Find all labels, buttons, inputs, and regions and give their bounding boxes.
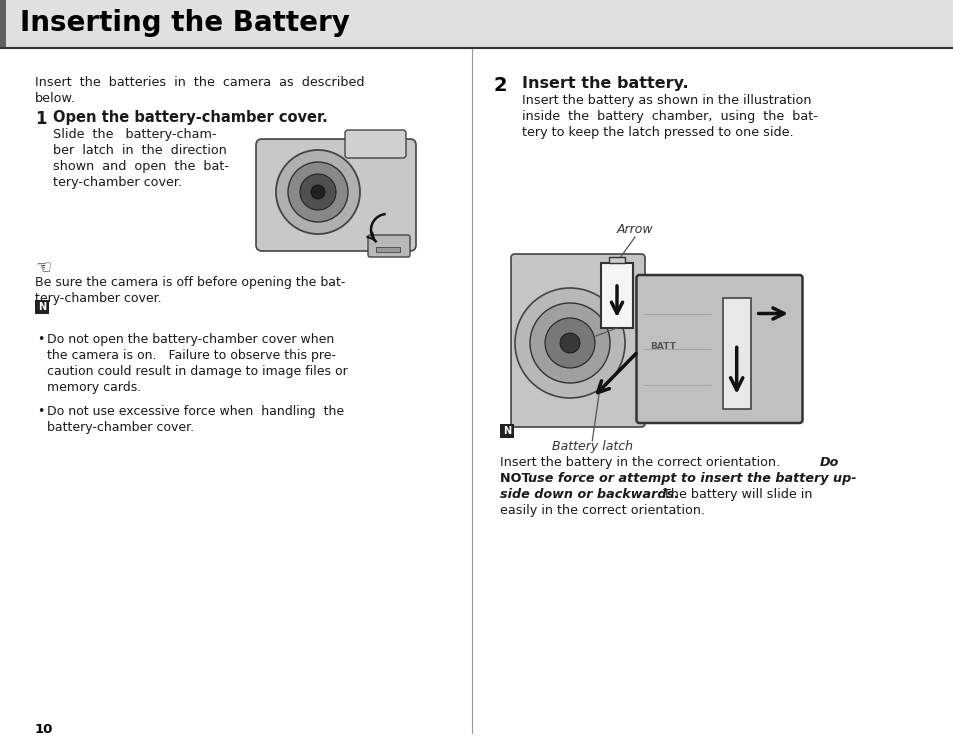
Text: BATT: BATT xyxy=(650,342,676,351)
Bar xyxy=(600,263,633,328)
Text: Do not use excessive force when  handling  the: Do not use excessive force when handling… xyxy=(47,405,344,418)
Text: ber  latch  in  the  direction: ber latch in the direction xyxy=(53,144,227,157)
Bar xyxy=(0,0,953,48)
Circle shape xyxy=(288,162,348,222)
Text: Insert  the  batteries  in  the  camera  as  described: Insert the batteries in the camera as de… xyxy=(35,76,364,89)
Text: tery to keep the latch pressed to one side.: tery to keep the latch pressed to one si… xyxy=(521,126,793,139)
Text: below.: below. xyxy=(35,92,76,105)
Text: tery-chamber cover.: tery-chamber cover. xyxy=(35,292,161,305)
Circle shape xyxy=(311,185,325,199)
FancyBboxPatch shape xyxy=(511,254,644,427)
Text: Be sure the camera is off before opening the bat-: Be sure the camera is off before opening… xyxy=(35,276,345,289)
Bar xyxy=(722,298,750,408)
Text: the camera is on.   Failure to observe this pre-: the camera is on. Failure to observe thi… xyxy=(47,349,335,362)
Text: inside  the  battery  chamber,  using  the  bat-: inside the battery chamber, using the ba… xyxy=(521,110,817,123)
Text: 2: 2 xyxy=(494,76,507,95)
Bar xyxy=(0,0,6,48)
Text: •: • xyxy=(37,333,45,346)
Text: The battery will slide in: The battery will slide in xyxy=(655,488,812,501)
Text: easily in the correct orientation.: easily in the correct orientation. xyxy=(499,504,704,517)
FancyBboxPatch shape xyxy=(368,235,410,257)
Text: tery-chamber cover.: tery-chamber cover. xyxy=(53,176,182,189)
Text: Do: Do xyxy=(820,456,839,469)
Circle shape xyxy=(275,150,359,234)
Circle shape xyxy=(515,288,624,398)
Text: use force or attempt to insert the battery up-: use force or attempt to insert the batte… xyxy=(527,472,856,485)
Circle shape xyxy=(544,318,595,368)
Text: •: • xyxy=(37,405,45,418)
Bar xyxy=(499,424,514,438)
Text: 10: 10 xyxy=(35,723,53,736)
Bar xyxy=(608,257,624,263)
Text: Inserting the Battery: Inserting the Battery xyxy=(20,9,350,37)
Text: caution could result in damage to image files or: caution could result in damage to image … xyxy=(47,365,348,378)
Text: Insert the battery in the correct orientation.: Insert the battery in the correct orient… xyxy=(499,456,787,469)
FancyBboxPatch shape xyxy=(636,275,801,423)
Text: N: N xyxy=(502,426,511,436)
Text: Insert the battery as shown in the illustration: Insert the battery as shown in the illus… xyxy=(521,94,811,107)
FancyBboxPatch shape xyxy=(255,139,416,251)
Text: Arrow: Arrow xyxy=(616,223,653,236)
Circle shape xyxy=(299,174,335,210)
Circle shape xyxy=(530,303,609,383)
Text: side down or backwards.: side down or backwards. xyxy=(499,488,679,501)
Text: N: N xyxy=(38,302,46,312)
Text: ☜: ☜ xyxy=(35,258,51,276)
Text: shown  and  open  the  bat-: shown and open the bat- xyxy=(53,160,229,173)
Text: Do not open the battery-chamber cover when: Do not open the battery-chamber cover wh… xyxy=(47,333,334,346)
Text: Open the battery-chamber cover.: Open the battery-chamber cover. xyxy=(53,110,328,125)
Circle shape xyxy=(559,333,579,353)
Text: NOT: NOT xyxy=(499,472,535,485)
Bar xyxy=(375,247,399,252)
Bar xyxy=(35,300,49,314)
Text: Insert the battery.: Insert the battery. xyxy=(521,76,688,91)
Text: 1: 1 xyxy=(35,110,47,128)
Text: Slide  the   battery-cham-: Slide the battery-cham- xyxy=(53,128,216,141)
Text: memory cards.: memory cards. xyxy=(47,381,141,394)
Text: battery-chamber cover.: battery-chamber cover. xyxy=(47,421,193,434)
FancyBboxPatch shape xyxy=(345,130,406,158)
Text: Battery latch: Battery latch xyxy=(551,440,632,453)
